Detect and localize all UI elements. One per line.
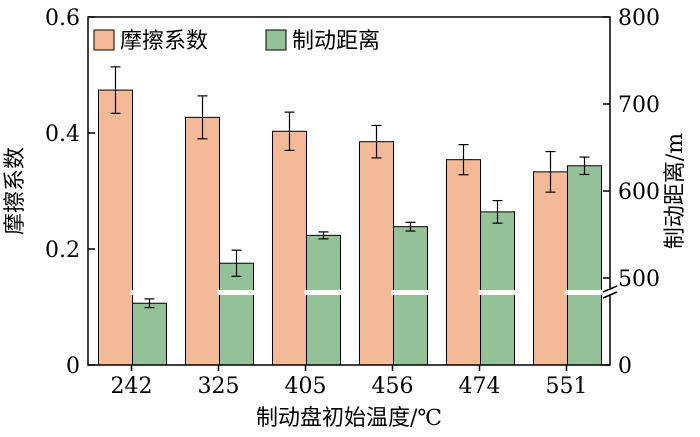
break-marks-layer <box>130 290 604 295</box>
y-left-axis-title: 摩擦系数 <box>3 147 28 235</box>
x-tick-label-325: 325 <box>198 374 240 399</box>
break-band-551 <box>565 290 604 295</box>
break-band-456 <box>391 290 430 295</box>
break-band-242 <box>130 290 169 295</box>
bar-friction-242 <box>98 89 133 366</box>
bar-friction-474 <box>446 159 481 366</box>
y-left-tick-label-0: 0 <box>66 354 80 379</box>
bar-distance-474 <box>480 211 515 366</box>
break-band-325 <box>217 290 256 295</box>
x-tick-label-405: 405 <box>285 374 327 399</box>
right-axis-break-icon <box>602 285 618 299</box>
bar-distance-325 <box>219 262 254 366</box>
y-right-tick-label-800: 800 <box>618 6 660 31</box>
axis-ticks-layer: 242 325 405 456 474 551 0 0.2 0.4 0.6 0 500 600 700 80… <box>45 6 660 399</box>
x-tick-label-242: 242 <box>111 374 153 399</box>
legend-swatch-distance <box>265 29 287 51</box>
y-right-tick-label-0: 0 <box>618 354 632 379</box>
y-left-tick-label-0.2: 0.2 <box>45 238 80 263</box>
legend-swatch-friction <box>93 29 115 51</box>
bar-friction-551 <box>533 171 568 366</box>
bar-distance-551 <box>567 165 602 366</box>
y-right-tick-label-700: 700 <box>618 93 660 118</box>
legend: 摩擦系数 制动距离 <box>93 29 380 54</box>
x-axis-title: 制动盘初始温度/℃ <box>256 406 442 431</box>
bar-friction-405 <box>272 130 307 366</box>
bar-distance-456 <box>393 226 428 366</box>
y-right-tick-label-500: 500 <box>618 267 660 292</box>
bar-distance-405 <box>306 234 341 366</box>
error-bars-layer <box>110 66 590 309</box>
y-right-tick-label-600: 600 <box>618 180 660 205</box>
y-right-axis-title: 制动距离/m <box>663 133 688 249</box>
x-tick-label-474: 474 <box>459 374 501 399</box>
bar-distance-242 <box>132 302 167 366</box>
legend-label-distance: 制动距离 <box>292 29 380 54</box>
legend-label-friction: 摩擦系数 <box>120 29 208 54</box>
x-tick-label-551: 551 <box>546 374 588 399</box>
bar-friction-456 <box>359 141 394 366</box>
break-band-474 <box>478 290 517 295</box>
bars-layer <box>98 89 602 366</box>
bar-friction-325 <box>185 116 220 366</box>
y-left-tick-label-0.4: 0.4 <box>45 122 80 147</box>
y-left-tick-label-0.6: 0.6 <box>45 6 80 31</box>
x-tick-label-456: 456 <box>372 374 414 399</box>
break-band-405 <box>304 290 343 295</box>
